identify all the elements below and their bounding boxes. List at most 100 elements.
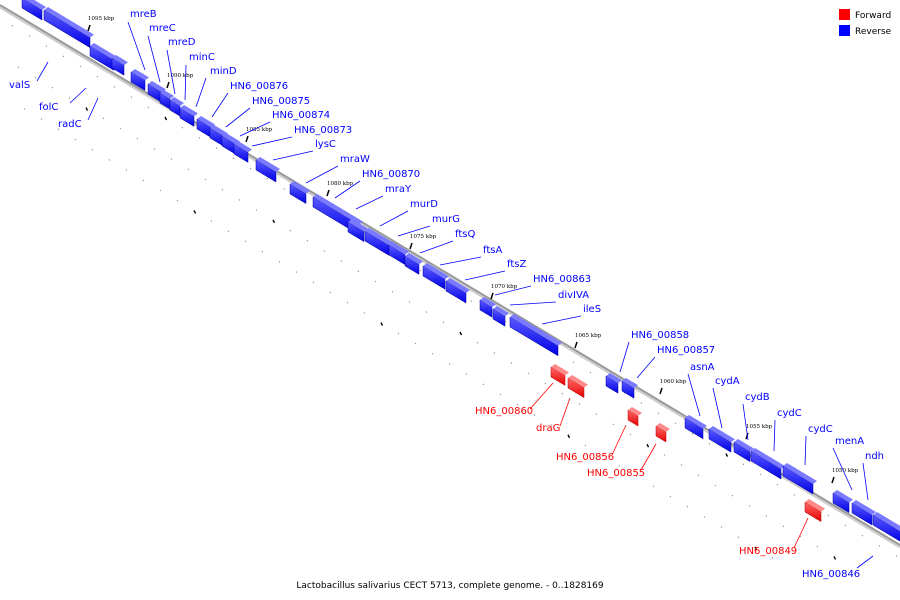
- guide-dot: [34, 76, 37, 79]
- guide-dot: [765, 515, 768, 517]
- reverse-gene-box[interactable]: [621, 380, 635, 399]
- gene-leader-line: [184, 64, 187, 101]
- gene-box-top: [389, 242, 409, 255]
- legend-reverse-label: Reverse: [855, 27, 892, 37]
- gene-label-mreb[interactable]: mreB: [130, 9, 157, 20]
- gene-label-hn6-00873[interactable]: HN6_00873: [294, 125, 352, 136]
- guide-dot: [754, 546, 758, 551]
- guide-dot: [244, 240, 247, 243]
- gene-label-ftsz[interactable]: ftsZ: [507, 259, 526, 270]
- reverse-gene-box[interactable]: [130, 71, 146, 91]
- guide-dot: [612, 423, 615, 426]
- gene-label-mind[interactable]: minD: [210, 66, 237, 77]
- gene-leader-line: [419, 240, 454, 254]
- gene-label-hn6-00856[interactable]: HN6_00856: [556, 452, 614, 463]
- reverse-gene-box[interactable]: [21, 0, 43, 21]
- reverse-gene-box[interactable]: [872, 514, 900, 542]
- reverse-gene-box[interactable]: [422, 265, 446, 290]
- gene-label-hn6-00874[interactable]: HN6_00874: [272, 110, 330, 121]
- reverse-gene-box[interactable]: [289, 183, 307, 205]
- guide-dot: [510, 362, 513, 364]
- gene-label-mrec[interactable]: mreC: [149, 23, 176, 34]
- gene-box-top: [148, 81, 166, 93]
- tick-label: 1055 kbp: [746, 424, 773, 430]
- tick-mark: [831, 476, 835, 484]
- reverse-gene-box[interactable]: [605, 375, 619, 394]
- gene-label-hn6-00876[interactable]: HN6_00876: [230, 81, 288, 92]
- gene-label-mraw[interactable]: mraW: [340, 154, 370, 165]
- tick-label: 1070 kbp: [491, 284, 518, 290]
- gene-leader-line: [127, 21, 146, 71]
- gene-label-cydc[interactable]: cydC: [777, 408, 802, 419]
- legend-forward-label: Forward: [855, 11, 891, 21]
- reverse-gene-box[interactable]: [179, 107, 195, 127]
- gene-label-hn6-00849[interactable]: HN6_00849: [739, 546, 797, 557]
- gene-label-ftsq[interactable]: ftsQ: [455, 229, 475, 240]
- gene-label-murg[interactable]: murG: [432, 214, 460, 225]
- gene-label-hn6-00863[interactable]: HN6_00863: [533, 274, 591, 285]
- guide-dot: [147, 106, 150, 109]
- gene-label-mena[interactable]: menA: [835, 436, 864, 447]
- genome-caption: Lactobacillus salivarius CECT 5713, comp…: [296, 581, 603, 591]
- genes: [21, 0, 900, 542]
- tick-label: 1080 kbp: [327, 181, 354, 187]
- gene-label-hn6-00855[interactable]: HN6_00855: [587, 468, 645, 479]
- tick-mark: [87, 24, 91, 32]
- reverse-gene-box[interactable]: [492, 308, 506, 327]
- gene-box-top: [348, 219, 368, 232]
- gene-label-lysc[interactable]: lysC: [315, 139, 336, 150]
- gene-label-mred[interactable]: mreD: [168, 37, 196, 48]
- gene-label-murd[interactable]: murD: [410, 199, 438, 210]
- gene-label-hn6-00846[interactable]: HN6_00846: [802, 569, 860, 580]
- gene-box-top: [446, 278, 470, 293]
- guide-dot: [425, 311, 428, 313]
- gene-box-top: [25, 0, 46, 10]
- guide-dot: [249, 167, 252, 170]
- guide-dot: [119, 127, 122, 130]
- guide-dot: [408, 301, 411, 303]
- gene-label-cydb[interactable]: cydB: [745, 392, 770, 403]
- reverse-gene-box[interactable]: [404, 255, 420, 275]
- gene-label-iles[interactable]: ileS: [583, 304, 601, 315]
- gene-leader-line: [636, 356, 656, 379]
- gene-label-hn6-00857[interactable]: HN6_00857: [657, 345, 715, 356]
- guide-dot: [748, 505, 751, 507]
- guide-dot: [181, 126, 184, 129]
- gene-box-top: [180, 105, 198, 117]
- gene-leader-line: [640, 443, 657, 471]
- gene-label-folc[interactable]: folC: [39, 102, 58, 113]
- reverse-gene-box[interactable]: [111, 57, 125, 76]
- gene-label-mray[interactable]: mraY: [385, 184, 412, 195]
- guide-dot: [533, 414, 536, 416]
- gene-label-hn6-00858[interactable]: HN6_00858: [631, 330, 689, 341]
- reverse-gene-box[interactable]: [479, 299, 493, 318]
- gene-label-minc[interactable]: minC: [189, 52, 215, 63]
- gene-label-diviva[interactable]: divIVA: [558, 290, 589, 301]
- guide-dot: [680, 464, 683, 466]
- reverse-gene-box[interactable]: [851, 502, 873, 526]
- reverse-gene-box[interactable]: [347, 221, 365, 243]
- gene-label-hn6-00870[interactable]: HN6_00870: [362, 169, 420, 180]
- gene-leader-line: [211, 92, 229, 118]
- gene-label-cyda[interactable]: cydA: [715, 376, 740, 387]
- gene-label-asna[interactable]: asnA: [690, 362, 715, 373]
- guide-dot: [363, 312, 366, 314]
- kbp-ticks: 1095 kbp 1090 kbp 1085 kbp 1080 kbp 1075 kbp…: [87, 16, 859, 484]
- legend-forward-swatch: [839, 9, 850, 20]
- gene-label-radc[interactable]: radC: [58, 119, 82, 130]
- gene-box-top: [833, 490, 853, 503]
- gene-leader-line: [541, 315, 582, 325]
- gene-label-vals[interactable]: valS: [9, 80, 30, 91]
- gene-label-cydc[interactable]: cydC: [808, 424, 833, 435]
- guide-dot: [187, 168, 190, 171]
- gene-label-hn6-00860[interactable]: HN6_00860: [475, 406, 533, 417]
- guide-dot: [431, 352, 434, 355]
- gene-label-drag[interactable]: draG: [536, 423, 560, 434]
- gene-box-top: [685, 415, 707, 429]
- gene-label-ftsa[interactable]: ftsA: [483, 245, 502, 256]
- forward-gene-box[interactable]: [550, 366, 566, 386]
- gene-label-ndh[interactable]: ndh: [865, 451, 884, 462]
- reverse-gene-box[interactable]: [89, 45, 115, 71]
- gene-label-hn6-00875[interactable]: HN6_00875: [252, 96, 310, 107]
- gene-leader-line: [439, 256, 482, 266]
